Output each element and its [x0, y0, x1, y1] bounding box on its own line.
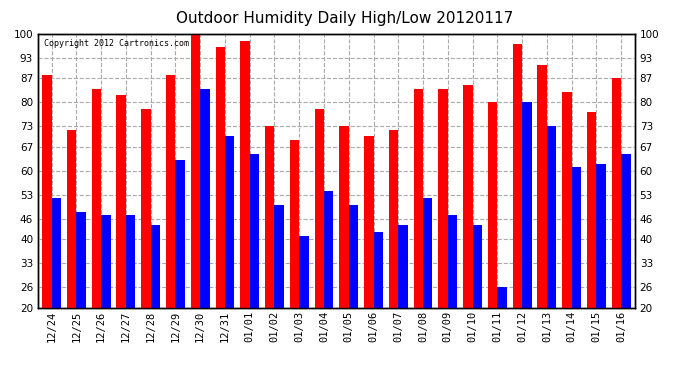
Bar — [250, 153, 259, 308]
Bar — [423, 198, 433, 308]
Bar — [339, 126, 348, 308]
Bar — [52, 198, 61, 308]
Bar — [522, 102, 531, 308]
Bar — [175, 160, 185, 308]
Bar — [67, 130, 77, 308]
Bar — [513, 44, 522, 308]
Bar — [596, 164, 606, 308]
Bar — [200, 88, 210, 308]
Bar — [240, 40, 250, 308]
Bar — [265, 126, 275, 308]
Bar — [373, 232, 383, 308]
Bar — [101, 215, 110, 308]
Bar — [547, 126, 556, 308]
Bar — [497, 287, 506, 308]
Bar — [150, 225, 160, 308]
Bar — [190, 34, 200, 308]
Bar — [275, 205, 284, 308]
Bar — [389, 130, 398, 308]
Bar — [141, 109, 150, 307]
Bar — [92, 88, 101, 308]
Bar — [117, 95, 126, 308]
Bar — [488, 102, 497, 308]
Bar — [621, 153, 631, 308]
Bar — [562, 92, 571, 308]
Bar — [413, 88, 423, 308]
Bar — [77, 211, 86, 308]
Bar — [398, 225, 408, 308]
Text: Outdoor Humidity Daily High/Low 20120117: Outdoor Humidity Daily High/Low 20120117 — [177, 11, 513, 26]
Bar — [538, 64, 547, 308]
Bar — [473, 225, 482, 308]
Bar — [126, 215, 135, 308]
Bar — [324, 191, 333, 308]
Bar — [290, 140, 299, 308]
Bar — [348, 205, 358, 308]
Bar — [612, 78, 621, 308]
Bar — [299, 236, 308, 308]
Bar — [215, 48, 225, 308]
Bar — [463, 85, 473, 308]
Bar — [438, 88, 448, 308]
Bar — [42, 75, 52, 307]
Bar — [571, 167, 581, 308]
Text: Copyright 2012 Cartronics.com: Copyright 2012 Cartronics.com — [44, 39, 189, 48]
Bar — [587, 112, 596, 308]
Bar — [448, 215, 457, 308]
Bar — [364, 136, 373, 308]
Bar — [166, 75, 175, 307]
Bar — [225, 136, 235, 308]
Bar — [315, 109, 324, 307]
